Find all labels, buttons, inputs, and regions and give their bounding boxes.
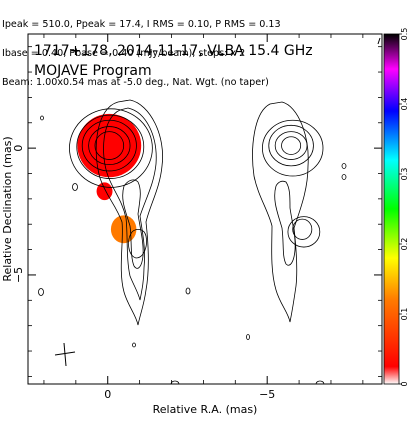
colorbar-tick-label: 0.2 xyxy=(400,238,409,251)
left-knot-contour xyxy=(128,228,147,259)
right-core-contour-5 xyxy=(292,218,313,240)
colorbar-tick-label: 0.1 xyxy=(400,308,409,321)
noise-contour xyxy=(185,287,191,295)
color-blob-3 xyxy=(110,215,137,244)
y-tick-label: 0 xyxy=(12,145,25,152)
y-tick-label: −5 xyxy=(12,267,25,283)
noise-contour xyxy=(246,334,250,340)
right-core-contour-4 xyxy=(262,119,324,177)
header-line-1: Ipeak = 510.0, Ppeak = 17.4, I RMS = 0.1… xyxy=(2,18,281,30)
header-stats: Ipeak = 510.0, Ppeak = 17.4, I RMS = 0.1… xyxy=(2,0,281,98)
colorbar-ticks: 0 0.1 0.2 0.3 0.4 0.5 xyxy=(399,28,409,387)
evpa-ticks xyxy=(377,37,381,45)
map-subtitle: MOJAVE Program xyxy=(34,63,152,79)
left-core-contour-4 xyxy=(76,114,145,179)
colorbar-tick-label: 0.4 xyxy=(400,98,409,111)
right-jet-mid-contour xyxy=(274,180,296,266)
left-jet-mid-contour xyxy=(103,107,157,301)
x-tick-label: −5 xyxy=(259,388,275,401)
map-title: 1717+178, 2014-11-17, VLBA 15.4 GHz xyxy=(34,43,313,59)
colorbar-tick-label: 0.3 xyxy=(400,168,409,181)
right-core-contour-1 xyxy=(281,136,302,155)
noise-contour xyxy=(72,183,78,191)
right-contour-layer xyxy=(262,119,324,248)
left-core-contour-1 xyxy=(94,131,125,160)
left-contour-layer xyxy=(69,108,153,188)
colorbar-tick-label: 0 xyxy=(400,381,409,386)
noise-contour xyxy=(341,163,347,169)
noise-contour xyxy=(40,115,44,121)
x-tick-label: 0 xyxy=(104,388,111,401)
x-axis-label: Relative R.A. (mas) xyxy=(153,403,258,416)
noise-contour xyxy=(170,380,180,384)
left-jet-inner-contour xyxy=(122,179,144,269)
left-core-contour-2 xyxy=(88,126,131,166)
right-jet-outer-contour xyxy=(252,101,309,323)
color-blob-1 xyxy=(77,113,142,178)
left-jet-outer-contour xyxy=(95,99,164,326)
colorbar xyxy=(383,33,400,385)
axes-layer: 0 −5 0 −5 xyxy=(12,34,382,401)
colorbar-tick-label: 0.5 xyxy=(400,28,409,41)
y-axis-label: Relative Declination (mas) xyxy=(1,136,14,281)
header-line-3: Beam: 1.00x0.54 mas at -5.0 deg., Nat. W… xyxy=(2,77,269,89)
color-blob-2 xyxy=(96,182,113,201)
noise-contour xyxy=(341,174,347,180)
noise-contour xyxy=(132,342,136,348)
noise-contour xyxy=(315,380,325,384)
noise-contour xyxy=(38,288,44,296)
left-core-contour-5 xyxy=(69,108,153,188)
right-core-contour-2 xyxy=(274,131,308,160)
right-core-contour-6 xyxy=(287,216,321,248)
right-core-contour-3 xyxy=(268,124,314,167)
plot-frame xyxy=(27,33,383,385)
header-line-2: Ibase = 0.40, Pbase = 0.40 (mJy/beam), s… xyxy=(2,47,246,59)
beam-marker xyxy=(54,342,76,367)
